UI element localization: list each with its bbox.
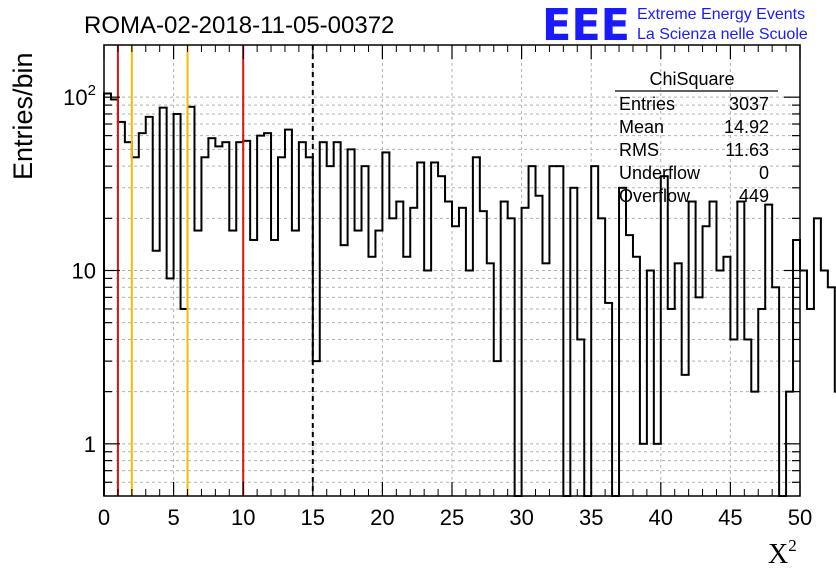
axis-ticks: 0 5 10 15 20 25 30 35 40 45 50 1 10 102 [63,45,812,530]
x-tick-label: 45 [718,505,742,530]
x-tick-label: 40 [649,505,673,530]
x-tick-label: 10 [231,505,255,530]
stats-label: Underflow [619,163,701,183]
x-axis-label-base: X [768,539,788,570]
stats-value: 11.63 [725,140,769,160]
stats-label: Entries [619,94,675,114]
logo-line-2: La Scienza nelle Scuole [637,26,808,43]
stats-value: 3037 [729,94,769,114]
x-tick-label: 20 [370,505,394,530]
chart-title: ROMA-02-2018-11-05-00372 [84,12,394,39]
stats-box-title: ChiSquare [649,69,734,89]
histogram-bins [103,92,836,497]
eee-logo: EEE Extreme Energy Events La Scienza nel… [542,0,808,51]
eee-logo-mark: EEE [542,0,630,51]
stats-value: 0 [759,163,769,183]
stats-box: ChiSquare Entries 3037 Mean 14.92 RMS 11.63 Un… [615,69,778,206]
x-tick-label: 25 [440,505,464,530]
stats-value: 14.92 [724,117,769,137]
stats-label: Overflow [619,186,691,206]
x-tick-label: 50 [788,505,812,530]
x-tick-label: 5 [167,505,179,530]
x-tick-label: 30 [509,505,533,530]
grid-lines [104,45,800,496]
stats-label: Mean [619,117,664,137]
x-tick-label: 15 [301,505,325,530]
stats-label: RMS [619,140,659,160]
stats-value: 449 [739,186,769,206]
y-axis-label: Entries/bin [8,52,38,180]
x-axis-label-sup: 2 [788,536,797,555]
y-tick-label: 10 [72,259,96,284]
y-tick-label: 102 [63,82,96,110]
x-axis-label: X2 [768,536,797,570]
x-tick-label: 35 [579,505,603,530]
y-tick-label: 1 [84,432,96,457]
logo-line-1: Extreme Energy Events [637,6,805,23]
x-tick-label: 0 [98,505,110,530]
